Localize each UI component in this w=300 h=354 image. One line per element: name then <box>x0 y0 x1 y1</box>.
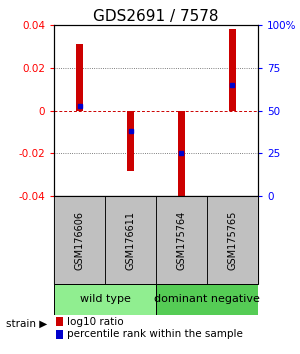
Bar <box>156 284 258 315</box>
Title: GDS2691 / 7578: GDS2691 / 7578 <box>93 8 219 24</box>
Text: strain ▶: strain ▶ <box>6 319 47 329</box>
Bar <box>230 29 236 110</box>
Bar <box>128 110 134 171</box>
Text: wild type: wild type <box>80 294 130 304</box>
Bar <box>56 318 63 326</box>
Text: dominant negative: dominant negative <box>154 294 260 304</box>
Text: GSM175765: GSM175765 <box>227 210 238 270</box>
Text: GSM176611: GSM176611 <box>125 211 136 269</box>
Text: log10 ratio: log10 ratio <box>67 316 124 327</box>
Bar <box>54 196 105 284</box>
Bar <box>105 196 156 284</box>
Bar <box>56 330 63 338</box>
Text: GSM175764: GSM175764 <box>176 210 187 270</box>
Bar <box>178 110 184 196</box>
Bar <box>76 44 82 110</box>
Text: percentile rank within the sample: percentile rank within the sample <box>67 329 243 339</box>
Text: GSM176606: GSM176606 <box>74 211 85 269</box>
Bar <box>207 196 258 284</box>
Bar <box>156 196 207 284</box>
Bar <box>54 284 156 315</box>
